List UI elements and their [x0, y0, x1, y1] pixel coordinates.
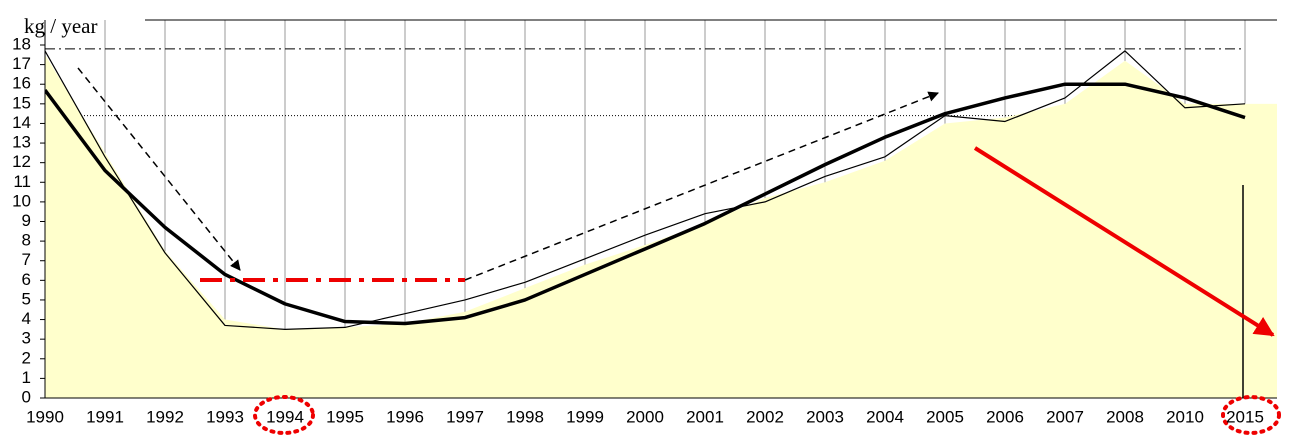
y-tick-label: 17 — [12, 54, 31, 73]
plot-area — [45, 20, 1277, 399]
highlight-circle — [1221, 395, 1281, 435]
area — [45, 54, 1277, 399]
y-tick-label: 6 — [22, 270, 31, 289]
annotations: kg / year — [24, 14, 1281, 435]
highlight-circle — [253, 395, 315, 435]
x-tick-label: 2007 — [1046, 407, 1084, 426]
y-tick-label: 1 — [22, 368, 31, 387]
y-tick-label: 11 — [13, 172, 31, 191]
x-tick-label: 1997 — [446, 407, 484, 426]
x-tick-label: 1998 — [506, 407, 544, 426]
y-tick-label: 7 — [22, 250, 31, 269]
x-tick-label: 1996 — [386, 407, 424, 426]
x-tick-label: 1993 — [206, 407, 244, 426]
y-tick-label: 9 — [22, 211, 31, 230]
axis-title: kg / year — [24, 14, 97, 38]
x-tick-label: 2004 — [866, 407, 904, 426]
y-tick-label: 14 — [12, 113, 31, 132]
line — [45, 82, 1246, 326]
x-tick-label: 1995 — [326, 407, 364, 426]
trend-arrow — [464, 91, 939, 281]
y-tick-label: 16 — [12, 74, 31, 93]
y-tick-label: 10 — [12, 191, 31, 210]
x-tick-label: 1991 — [86, 407, 124, 426]
y-tick-label: 15 — [12, 93, 31, 112]
x-tick-label: 2010 — [1166, 407, 1204, 426]
y-tick-label: 2 — [22, 348, 31, 367]
x-tick-label: 1992 — [146, 407, 184, 426]
x-tick-label: 2001 — [686, 407, 724, 426]
x-tick-label: 2003 — [806, 407, 844, 426]
x-tick-label: 2008 — [1106, 407, 1144, 426]
x-tick-label: 2002 — [746, 407, 784, 426]
y-tick-label: 3 — [22, 329, 31, 348]
x-tick-label: 1990 — [26, 407, 64, 426]
y-tick-label: 0 — [22, 387, 31, 406]
x-tick-label: 2005 — [926, 407, 964, 426]
x-tick-label: 1999 — [566, 407, 604, 426]
y-tick-label: 8 — [22, 231, 31, 250]
y-tick-label: 4 — [22, 309, 31, 328]
x-tick-label: 2000 — [626, 407, 664, 426]
y-tick-label: 12 — [12, 152, 31, 171]
decline-arrow — [973, 146, 1275, 337]
x-tick-label: 2006 — [986, 407, 1024, 426]
y-tick-label: 18 — [12, 34, 31, 53]
y-tick-label: 13 — [12, 133, 31, 152]
y-tick-label: 5 — [22, 289, 31, 308]
x-tick-label: 2015 — [1226, 407, 1264, 426]
line — [45, 50, 1246, 330]
x-tick-label: 1994 — [266, 407, 304, 426]
